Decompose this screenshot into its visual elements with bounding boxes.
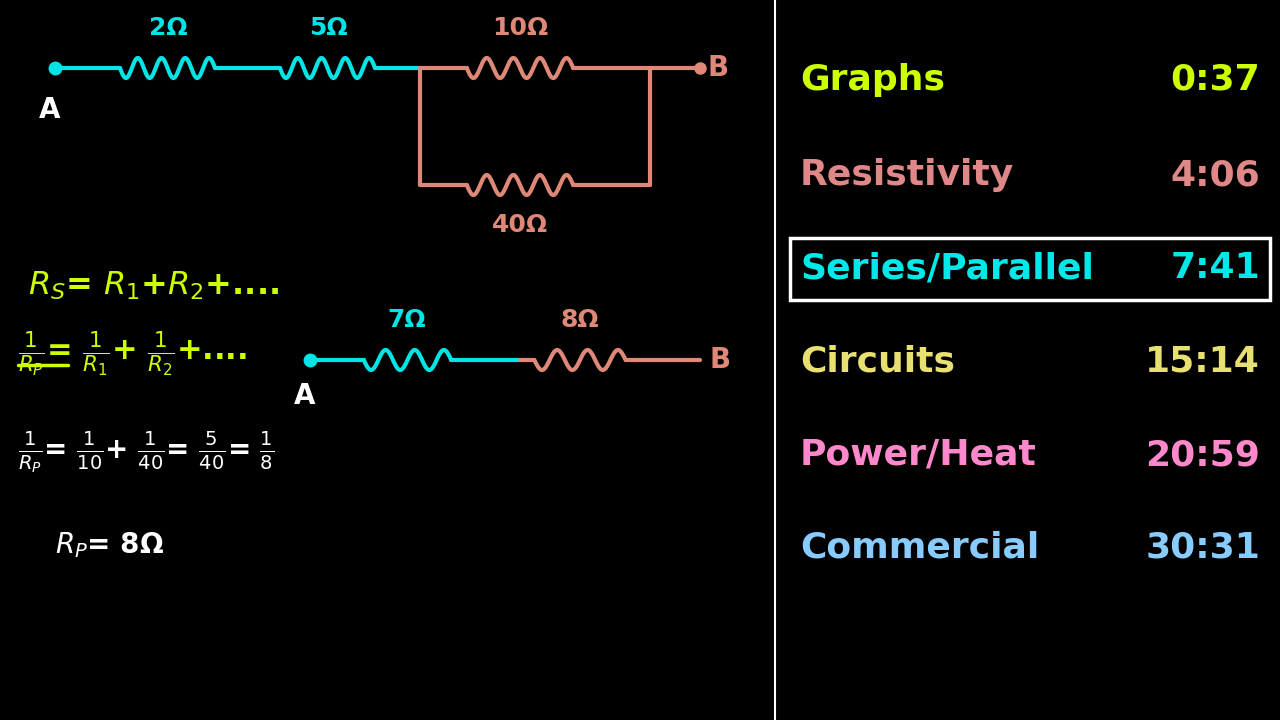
Text: 7Ω: 7Ω — [388, 308, 426, 332]
Text: Resistivity: Resistivity — [800, 158, 1014, 192]
Text: Power/Heat: Power/Heat — [800, 438, 1037, 472]
Text: Commercial: Commercial — [800, 531, 1039, 565]
Text: $R_S$= $R_1$+$R_2$+....: $R_S$= $R_1$+$R_2$+.... — [28, 270, 279, 302]
Text: $R_P$= 8Ω: $R_P$= 8Ω — [55, 530, 164, 560]
Text: A: A — [40, 96, 60, 124]
Text: 5Ω: 5Ω — [308, 16, 347, 40]
Text: 15:14: 15:14 — [1146, 345, 1260, 379]
Text: 2Ω: 2Ω — [148, 16, 187, 40]
Text: $\frac{1}{R_P}$= $\frac{1}{R_1}$+ $\frac{1}{R_2}$+....: $\frac{1}{R_P}$= $\frac{1}{R_1}$+ $\frac… — [18, 330, 247, 379]
Text: 20:59: 20:59 — [1146, 438, 1260, 472]
Text: Series/Parallel: Series/Parallel — [800, 251, 1094, 285]
Text: 40Ω: 40Ω — [492, 213, 548, 237]
Text: 4:06: 4:06 — [1170, 158, 1260, 192]
Text: A: A — [294, 382, 316, 410]
Text: 30:31: 30:31 — [1146, 531, 1260, 565]
Text: 10Ω: 10Ω — [492, 16, 548, 40]
Text: B: B — [710, 346, 731, 374]
Text: 0:37: 0:37 — [1170, 63, 1260, 97]
Text: $\frac{1}{R_P}$= $\frac{1}{10}$+ $\frac{1}{40}$= $\frac{5}{40}$= $\frac{1}{8}$: $\frac{1}{R_P}$= $\frac{1}{10}$+ $\frac{… — [18, 430, 274, 475]
Text: Graphs: Graphs — [800, 63, 945, 97]
Text: 8Ω: 8Ω — [561, 308, 599, 332]
Text: 7:41: 7:41 — [1170, 251, 1260, 285]
Text: Circuits: Circuits — [800, 345, 955, 379]
Text: B: B — [708, 54, 730, 82]
